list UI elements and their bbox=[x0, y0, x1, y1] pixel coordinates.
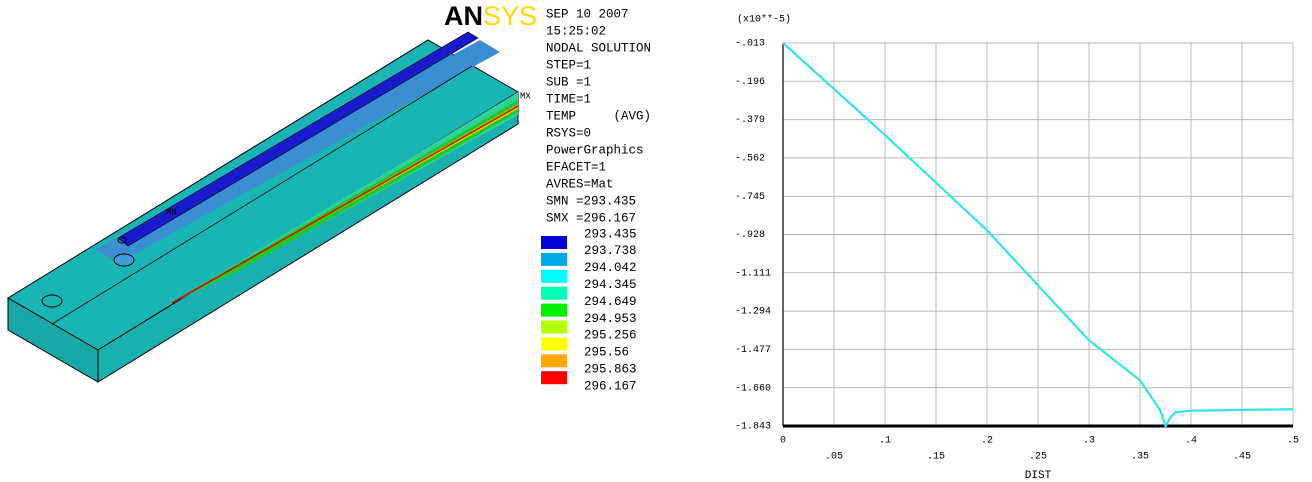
y-tick-label: -.562 bbox=[735, 154, 765, 165]
y-tick-label: -1.294 bbox=[735, 307, 771, 318]
x-axis-label: DIST bbox=[1025, 470, 1052, 482]
legend-label: 294.042 bbox=[584, 261, 637, 275]
legend-swatch bbox=[541, 236, 567, 249]
legend-label: 296.167 bbox=[584, 379, 637, 393]
y-tick-label: -1.660 bbox=[735, 383, 771, 394]
x-tick-label: .25 bbox=[1029, 452, 1047, 463]
legend: 293.435 293.738 294.042 294.345 294.649 294.9… bbox=[541, 227, 637, 393]
info-line: STEP=1 bbox=[546, 58, 591, 72]
legend-swatch bbox=[541, 304, 567, 317]
y-tick-label: -1.111 bbox=[735, 268, 771, 279]
legend-swatch bbox=[541, 253, 567, 266]
x-tick-label: .5 bbox=[1287, 436, 1299, 447]
logo-sys: SYS bbox=[483, 1, 537, 31]
legend-label: 294.953 bbox=[584, 312, 637, 326]
legend-label: 295.863 bbox=[584, 362, 637, 376]
logo-an: AN bbox=[444, 1, 483, 31]
info-line: TIME=1 bbox=[546, 92, 591, 106]
y-tick-label: -.379 bbox=[735, 115, 765, 126]
x-tick-label: .05 bbox=[825, 452, 843, 463]
x-tick-label: .35 bbox=[1131, 452, 1149, 463]
info-panel: SEP 10 2007 15:25:02 NODAL SOLUTION STEP=1 S… bbox=[546, 7, 651, 225]
info-line: RSYS=0 bbox=[546, 126, 591, 140]
legend-swatch bbox=[541, 354, 567, 367]
info-line: SEP 10 2007 bbox=[546, 7, 629, 21]
legend-swatch bbox=[541, 321, 567, 334]
info-line: TEMP (AVG) bbox=[546, 109, 651, 123]
x-tick-label: .1 bbox=[879, 436, 891, 447]
y-tick-label: -.013 bbox=[735, 39, 765, 50]
y-tick-label: -.745 bbox=[735, 192, 765, 203]
legend-label: 294.345 bbox=[584, 278, 637, 292]
y-tick-label: -1.843 bbox=[735, 422, 771, 433]
beam-top bbox=[8, 40, 518, 350]
y-tick-label: -.196 bbox=[735, 77, 765, 88]
y-tick-label: -.928 bbox=[735, 230, 765, 241]
legend-label: 295.56 bbox=[584, 346, 629, 360]
legend-swatch bbox=[541, 287, 567, 300]
x-tick-label: .2 bbox=[981, 436, 993, 447]
info-line: NODAL SOLUTION bbox=[546, 41, 651, 55]
legend-label: 294.649 bbox=[584, 295, 637, 309]
x-tick-label: .3 bbox=[1083, 436, 1095, 447]
x-tick-label: .4 bbox=[1185, 436, 1197, 447]
hole bbox=[114, 254, 134, 266]
model-edge bbox=[52, 66, 472, 324]
legend-label: 293.435 bbox=[584, 227, 637, 241]
logo: ANSYS bbox=[444, 1, 537, 31]
info-line: 15:25:02 bbox=[546, 24, 606, 38]
screenshot: MX MN ANSYS SEP 10 2007 15:25:02 NODAL SOL… bbox=[0, 0, 1312, 482]
x-tick-label: 0 bbox=[780, 436, 786, 447]
min-marker: MN bbox=[166, 207, 177, 217]
info-line: PowerGraphics bbox=[546, 143, 644, 157]
info-line: SUB =1 bbox=[546, 75, 591, 89]
info-line: SMX =296.167 bbox=[546, 211, 636, 225]
legend-swatch bbox=[541, 371, 567, 384]
info-line: AVRES=Mat bbox=[546, 177, 614, 191]
legend-label: 293.738 bbox=[584, 244, 637, 258]
x-tick-label: .45 bbox=[1233, 452, 1251, 463]
legend-swatch bbox=[541, 270, 567, 283]
x-tick-label: .15 bbox=[927, 452, 945, 463]
info-line: SMN =293.435 bbox=[546, 194, 636, 208]
y-axis-label: (x10**-5) bbox=[737, 14, 791, 26]
max-marker: MX bbox=[520, 91, 531, 101]
line-chart: (x10**-5) DIST -.013 -.196 -.379 -.562 -.745 -.… bbox=[735, 14, 1299, 482]
info-line: EFACET=1 bbox=[546, 160, 606, 174]
legend-label: 295.256 bbox=[584, 329, 637, 343]
legend-swatch bbox=[541, 337, 567, 350]
model: MX MN bbox=[8, 32, 531, 382]
y-tick-label: -1.477 bbox=[735, 345, 771, 356]
